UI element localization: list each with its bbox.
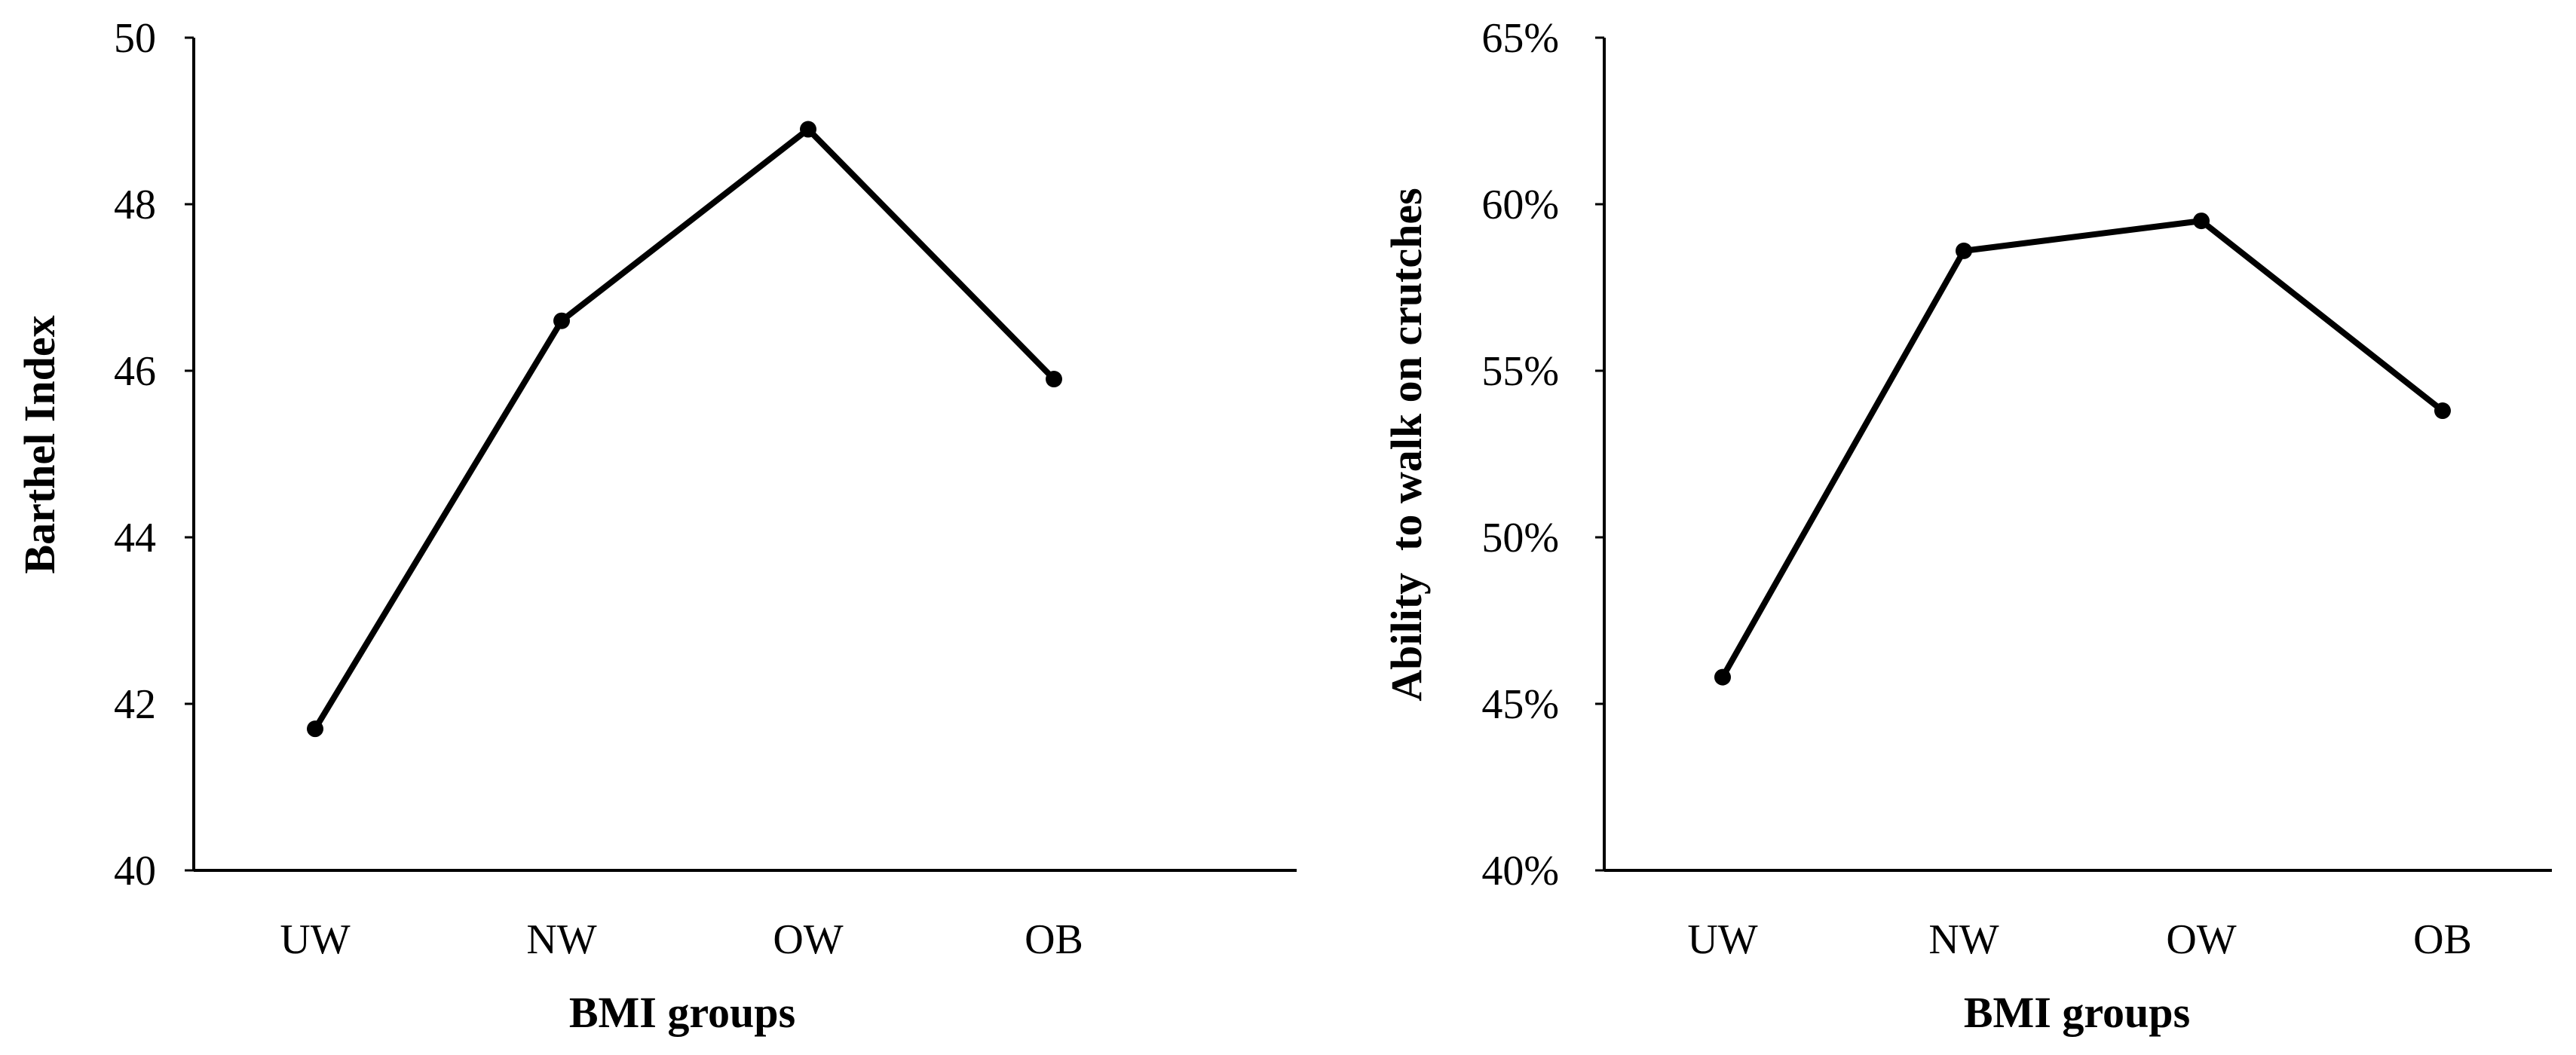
y-tick-label: 50 (114, 15, 156, 62)
y-tick-label: 48 (114, 182, 156, 228)
data-point (1714, 668, 1731, 686)
data-point (1046, 371, 1062, 388)
y-tick-label: 60% (1481, 182, 1559, 228)
data-point (2193, 213, 2210, 230)
data-point (2434, 402, 2451, 420)
x-tick-label: OW (773, 916, 843, 963)
x-tick-label: UW (280, 916, 350, 963)
y-tick-label: 44 (114, 515, 156, 561)
data-point (1956, 242, 1972, 259)
chart-walk-on-crutches: 40% 45% 50% 55% 60% 65% UW NW OW OB BMI groups A… (1382, 15, 2552, 1037)
x-tick-label: UW (1687, 916, 1757, 963)
series-line (312, 126, 1056, 731)
y-axis-title: Barthel Index (15, 315, 64, 573)
x-tick-label: OW (2166, 916, 2236, 963)
series-line (1720, 218, 2445, 679)
x-tick-label: OB (2413, 916, 2472, 963)
chart-barthel-index: 40 42 44 46 48 50 UW NW OW OB BMI groups Barthel… (15, 15, 1297, 1037)
x-axis-title: BMI groups (569, 988, 795, 1037)
x-tick-label: NW (1928, 916, 1999, 963)
data-point (553, 312, 570, 329)
y-tick-label: 55% (1481, 348, 1559, 395)
data-point (800, 121, 816, 138)
y-tick-label: 40% (1481, 848, 1559, 894)
y-tick-label: 65% (1481, 15, 1559, 62)
y-tick-label: 45% (1481, 681, 1559, 728)
y-tick-label: 46 (114, 348, 156, 395)
y-axis-title: Ability to walk on crutches (1382, 188, 1431, 702)
x-tick-label: OB (1025, 916, 1083, 963)
y-tick-label: 40 (114, 848, 156, 894)
y-tick-label: 50% (1481, 515, 1559, 561)
y-tick-label: 42 (114, 681, 156, 728)
data-point (307, 720, 323, 738)
x-axis-title: BMI groups (1964, 988, 2190, 1037)
x-tick-label: NW (526, 916, 596, 963)
